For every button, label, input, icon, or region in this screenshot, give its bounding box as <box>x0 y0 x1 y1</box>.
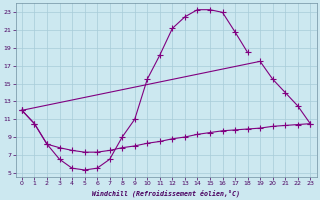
X-axis label: Windchill (Refroidissement éolien,°C): Windchill (Refroidissement éolien,°C) <box>92 189 240 197</box>
